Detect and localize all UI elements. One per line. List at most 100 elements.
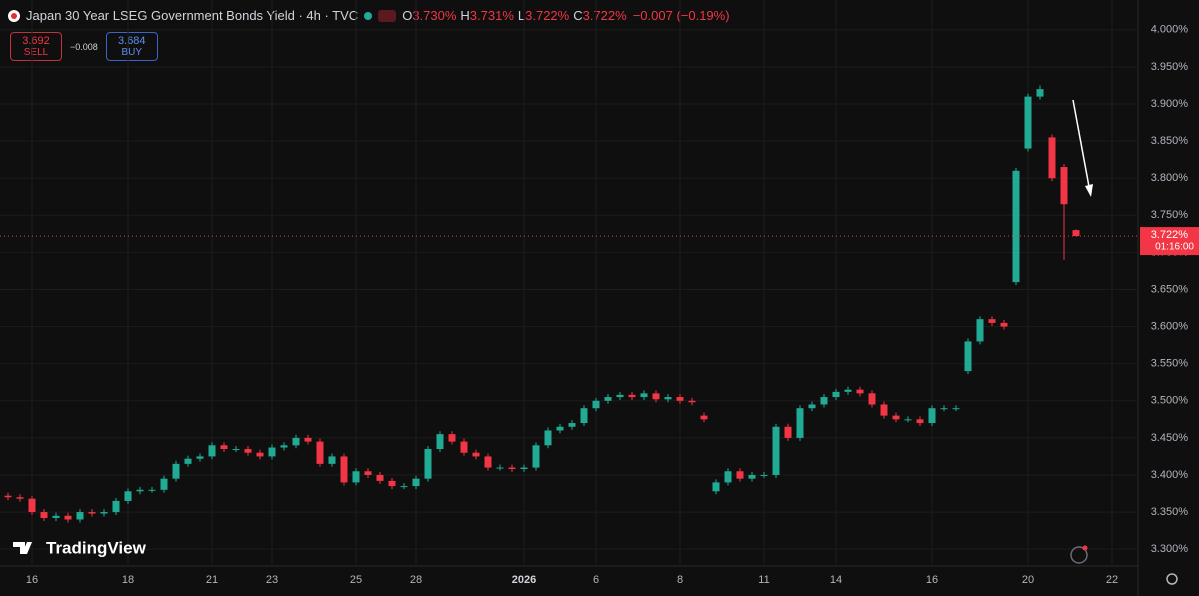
candle-body bbox=[124, 491, 132, 501]
candle-body bbox=[232, 449, 240, 451]
candle-body bbox=[988, 319, 996, 323]
candle-body bbox=[1072, 230, 1080, 237]
ohlc-item: H3.731% bbox=[460, 8, 513, 23]
candle-body bbox=[412, 478, 420, 487]
candle-body bbox=[796, 408, 804, 438]
candle-body bbox=[196, 456, 204, 459]
candle-body bbox=[712, 482, 720, 492]
last-price-label: 3.722% bbox=[1151, 229, 1189, 241]
y-tick-label: 3.900% bbox=[1151, 98, 1189, 110]
annotation-arrow-head bbox=[1085, 184, 1093, 197]
candle-body bbox=[424, 449, 432, 479]
ohlc-key: L bbox=[517, 8, 526, 23]
last-price-tag bbox=[1140, 227, 1199, 256]
candle-body bbox=[652, 393, 660, 400]
y-tick-label: 3.950% bbox=[1151, 61, 1189, 73]
candle-body bbox=[928, 408, 936, 424]
settings-icon[interactable] bbox=[1166, 573, 1178, 585]
candle-body bbox=[808, 404, 816, 409]
candle-body bbox=[220, 445, 228, 450]
y-tick-label: 3.750% bbox=[1151, 209, 1189, 221]
buy-button[interactable]: 3.684 BUY bbox=[105, 32, 158, 61]
candle-body bbox=[340, 456, 348, 483]
y-tick-label: 3.650% bbox=[1151, 283, 1189, 295]
candle-body bbox=[448, 434, 456, 442]
candle-body bbox=[1000, 322, 1008, 327]
candle-body bbox=[148, 489, 156, 491]
candle-body bbox=[208, 445, 216, 457]
candle-body bbox=[508, 467, 516, 470]
y-tick-label: 3.850% bbox=[1151, 135, 1189, 147]
x-tick-label: 16 bbox=[926, 574, 938, 586]
candle-body bbox=[1060, 167, 1068, 205]
candle-body bbox=[376, 474, 384, 481]
candle-body bbox=[976, 319, 984, 342]
symbol-title: Japan 30 Year LSEG Government Bonds Yiel… bbox=[26, 8, 359, 23]
candle-body bbox=[28, 498, 36, 513]
candle-body bbox=[484, 456, 492, 468]
countdown-label: 01:16:00 bbox=[1155, 242, 1194, 253]
candle-body bbox=[1024, 96, 1032, 149]
x-tick-label: 16 bbox=[26, 574, 38, 586]
candle-body bbox=[868, 393, 876, 405]
annotation-arrow-line bbox=[1072, 99, 1091, 193]
candle-body bbox=[40, 512, 48, 519]
candle-body bbox=[688, 400, 696, 403]
candle-body bbox=[676, 397, 684, 401]
candle-body bbox=[52, 515, 60, 519]
candle-body bbox=[472, 452, 480, 457]
x-tick-label: 28 bbox=[410, 574, 422, 586]
candle-body bbox=[16, 497, 24, 499]
candle-body bbox=[760, 474, 768, 476]
sell-price: 3.692 bbox=[22, 34, 50, 47]
sell-button[interactable]: 3.692 SELL bbox=[10, 32, 62, 61]
x-tick-label: 25 bbox=[350, 574, 362, 586]
ohlc-value: 3.722% bbox=[582, 8, 627, 23]
candle-body bbox=[844, 389, 852, 392]
symbol-icon bbox=[8, 9, 20, 22]
logo: TradingView bbox=[13, 538, 147, 557]
candle-body bbox=[544, 430, 552, 446]
compare-icon bbox=[378, 9, 397, 22]
y-tick-label: 3.800% bbox=[1151, 172, 1189, 184]
candle-body bbox=[280, 445, 288, 448]
ohlc-values: O3.730% H3.731% L3.722% C3.722% bbox=[402, 8, 627, 23]
candle-body bbox=[604, 397, 612, 401]
y-tick-label: 3.300% bbox=[1151, 543, 1189, 555]
x-tick-label: 6 bbox=[593, 574, 599, 586]
candle-body bbox=[628, 394, 636, 398]
trade-panel: 3.692 SELL −0.008 3.684 BUY bbox=[10, 32, 158, 61]
candle-body bbox=[532, 445, 540, 468]
candle-body bbox=[316, 441, 324, 464]
candle-body bbox=[892, 415, 900, 420]
candle-body bbox=[880, 404, 888, 416]
ohlc-item: C3.722% bbox=[573, 8, 626, 23]
candle-body bbox=[748, 474, 756, 479]
candle-body bbox=[436, 434, 444, 450]
ohlc-value: 3.731% bbox=[469, 8, 514, 23]
candle-body bbox=[172, 463, 180, 479]
x-tick-label: 11 bbox=[758, 574, 769, 586]
candle-body bbox=[184, 458, 192, 464]
ohlc-key: O bbox=[402, 8, 413, 23]
x-tick-label: 2026 bbox=[512, 574, 536, 586]
market-status bbox=[364, 11, 373, 20]
candle-body bbox=[256, 452, 264, 457]
candle-body bbox=[700, 415, 708, 420]
replay-icon[interactable] bbox=[1070, 546, 1088, 564]
candle-body bbox=[784, 426, 792, 438]
candle-body bbox=[388, 480, 396, 487]
x-tick-label: 23 bbox=[266, 574, 278, 586]
candle-body bbox=[724, 471, 732, 483]
candle-body bbox=[100, 512, 108, 514]
candle-body bbox=[352, 471, 360, 483]
x-tick-label: 14 bbox=[830, 574, 842, 586]
y-tick-label: 3.400% bbox=[1151, 469, 1189, 481]
candle-body bbox=[832, 391, 840, 398]
candle-body bbox=[592, 400, 600, 409]
candle-body bbox=[460, 441, 468, 453]
candle-body bbox=[64, 515, 72, 520]
candle-body bbox=[568, 423, 576, 427]
